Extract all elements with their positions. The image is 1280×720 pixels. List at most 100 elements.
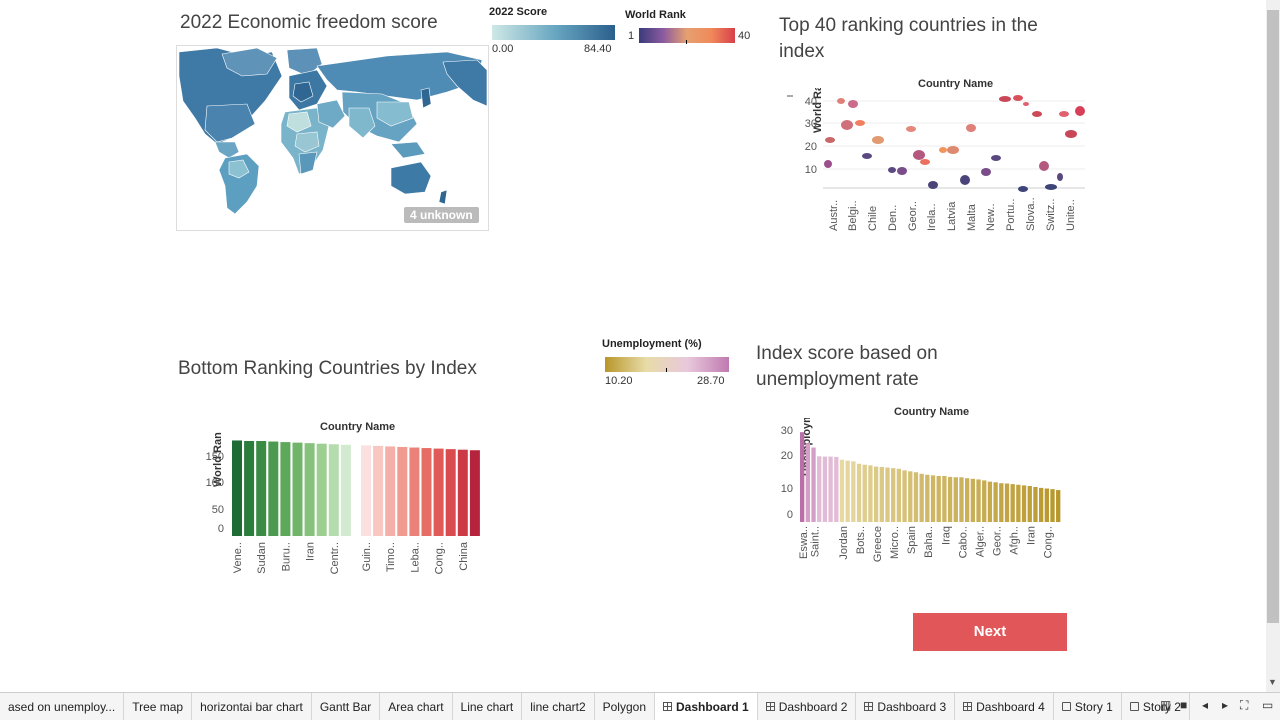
bar[interactable] bbox=[891, 468, 896, 522]
usa-shape bbox=[204, 103, 256, 143]
next-button[interactable]: Next bbox=[913, 613, 1067, 651]
bar[interactable] bbox=[993, 482, 998, 522]
sheet-tab[interactable]: Line chart bbox=[453, 693, 523, 720]
world-map[interactable]: 4 unknown bbox=[176, 45, 489, 231]
sheet-tab[interactable]: Story 1 bbox=[1054, 693, 1122, 720]
sheet-tab[interactable]: horizontai bar chart bbox=[192, 693, 312, 720]
bar[interactable] bbox=[987, 481, 993, 522]
sheet-tab[interactable]: ased on unemploy... bbox=[0, 693, 125, 720]
sheet-tab[interactable]: Dashboard 2 bbox=[758, 693, 857, 720]
bar[interactable] bbox=[409, 447, 420, 536]
bar[interactable] bbox=[942, 476, 947, 522]
sheet-tab-label: Line chart bbox=[460, 699, 514, 714]
sheet-tab[interactable]: Dashboard 3 bbox=[856, 693, 956, 720]
bar[interactable] bbox=[999, 483, 1004, 522]
bar[interactable] bbox=[1050, 489, 1055, 522]
bar[interactable] bbox=[304, 443, 315, 536]
bar[interactable] bbox=[457, 449, 468, 536]
unknown-badge[interactable]: 4 unknown bbox=[404, 207, 479, 223]
sheet-tab[interactable]: Story 2 bbox=[1122, 693, 1190, 720]
scrollbar-thumb[interactable] bbox=[1267, 10, 1279, 623]
bar[interactable] bbox=[879, 466, 884, 522]
prev-sheet-icon[interactable]: ◂ bbox=[1202, 698, 1209, 712]
bar[interactable] bbox=[373, 445, 384, 536]
bar[interactable] bbox=[873, 466, 879, 522]
bar[interactable] bbox=[930, 475, 936, 522]
bar[interactable] bbox=[280, 442, 291, 536]
bar[interactable] bbox=[811, 447, 816, 522]
bar[interactable] bbox=[834, 456, 839, 522]
bar[interactable] bbox=[292, 442, 303, 536]
bar[interactable] bbox=[947, 476, 953, 522]
bar[interactable] bbox=[433, 448, 444, 536]
bar[interactable] bbox=[361, 445, 371, 536]
bar[interactable] bbox=[800, 432, 805, 522]
bar[interactable] bbox=[1027, 486, 1032, 522]
bar[interactable] bbox=[1004, 483, 1010, 522]
bar[interactable] bbox=[896, 468, 902, 522]
presentation-icon[interactable]: ▭ bbox=[1262, 698, 1274, 712]
bar[interactable] bbox=[982, 480, 987, 522]
bar[interactable] bbox=[856, 463, 862, 522]
bar[interactable] bbox=[925, 474, 930, 522]
bar[interactable] bbox=[1038, 487, 1044, 522]
bar[interactable] bbox=[822, 456, 828, 522]
sheet-tab[interactable]: Dashboard 1 bbox=[655, 693, 758, 720]
sheet-tab[interactable]: Tree map bbox=[124, 693, 193, 720]
bar[interactable] bbox=[953, 477, 958, 522]
bar[interactable] bbox=[469, 450, 480, 536]
bar[interactable] bbox=[862, 464, 867, 522]
sheet-tab[interactable]: line chart2 bbox=[522, 693, 595, 720]
bar[interactable] bbox=[397, 446, 408, 536]
scroll-down-icon[interactable]: ▼ bbox=[1268, 677, 1277, 687]
bar[interactable] bbox=[421, 448, 432, 536]
bar[interactable] bbox=[959, 477, 964, 522]
bar[interactable] bbox=[328, 444, 339, 536]
next-sheet-icon[interactable]: ▸ bbox=[1222, 698, 1229, 712]
show-filmstrip-icon[interactable]: ▥ bbox=[1160, 698, 1172, 712]
bar[interactable] bbox=[445, 449, 456, 536]
unemp-legend-gradient[interactable] bbox=[605, 357, 729, 372]
bar[interactable] bbox=[340, 444, 351, 536]
bar[interactable] bbox=[936, 476, 941, 522]
sheet-tab[interactable]: Polygon bbox=[595, 693, 655, 720]
bar[interactable] bbox=[913, 472, 919, 522]
bar[interactable] bbox=[908, 471, 913, 522]
bar[interactable] bbox=[965, 478, 970, 522]
bar[interactable] bbox=[1056, 490, 1061, 522]
bar[interactable] bbox=[1021, 485, 1027, 522]
bar[interactable] bbox=[256, 441, 267, 536]
bar[interactable] bbox=[232, 440, 242, 536]
sheet-tab[interactable]: Dashboard 4 bbox=[955, 693, 1054, 720]
bar[interactable] bbox=[817, 456, 822, 522]
bar[interactable] bbox=[976, 479, 981, 522]
bar[interactable] bbox=[316, 443, 327, 536]
bar[interactable] bbox=[919, 473, 924, 522]
bar[interactable] bbox=[1044, 488, 1049, 522]
bar[interactable] bbox=[385, 446, 396, 536]
bar[interactable] bbox=[268, 441, 279, 536]
unemp-chart[interactable]: Unemployment (.. 30 20 10 0 Eswa..Saint.… bbox=[756, 418, 1068, 563]
bar[interactable] bbox=[868, 465, 873, 522]
sheet-tab[interactable]: Gantt Bar bbox=[312, 693, 381, 720]
show-sheet-icon[interactable]: ■ bbox=[1180, 698, 1188, 712]
bar[interactable] bbox=[828, 456, 833, 522]
bar[interactable] bbox=[805, 443, 810, 522]
score-legend-gradient[interactable] bbox=[492, 25, 615, 40]
bar[interactable] bbox=[1016, 484, 1021, 522]
rank-legend-gradient[interactable] bbox=[639, 28, 735, 43]
bar[interactable] bbox=[885, 467, 890, 522]
bar[interactable] bbox=[845, 460, 850, 522]
sheet-tab[interactable]: Area chart bbox=[380, 693, 453, 720]
bar[interactable] bbox=[1033, 486, 1038, 522]
bottom-chart[interactable]: World Rank 150 100 50 0 Vene.. Sudan Buru.… bbox=[176, 432, 496, 577]
bar[interactable] bbox=[244, 441, 255, 536]
fullscreen-icon[interactable]: ⛶ bbox=[1240, 698, 1249, 712]
bar[interactable] bbox=[902, 470, 907, 522]
bar[interactable] bbox=[839, 459, 845, 522]
top40-chart[interactable]: World Rank 40 30 20 10 bbox=[775, 71, 1085, 233]
bar[interactable] bbox=[970, 478, 975, 522]
unemp-title: Index score based on unemployment rate bbox=[756, 343, 938, 390]
bar[interactable] bbox=[851, 461, 856, 522]
bar[interactable] bbox=[1010, 484, 1015, 522]
